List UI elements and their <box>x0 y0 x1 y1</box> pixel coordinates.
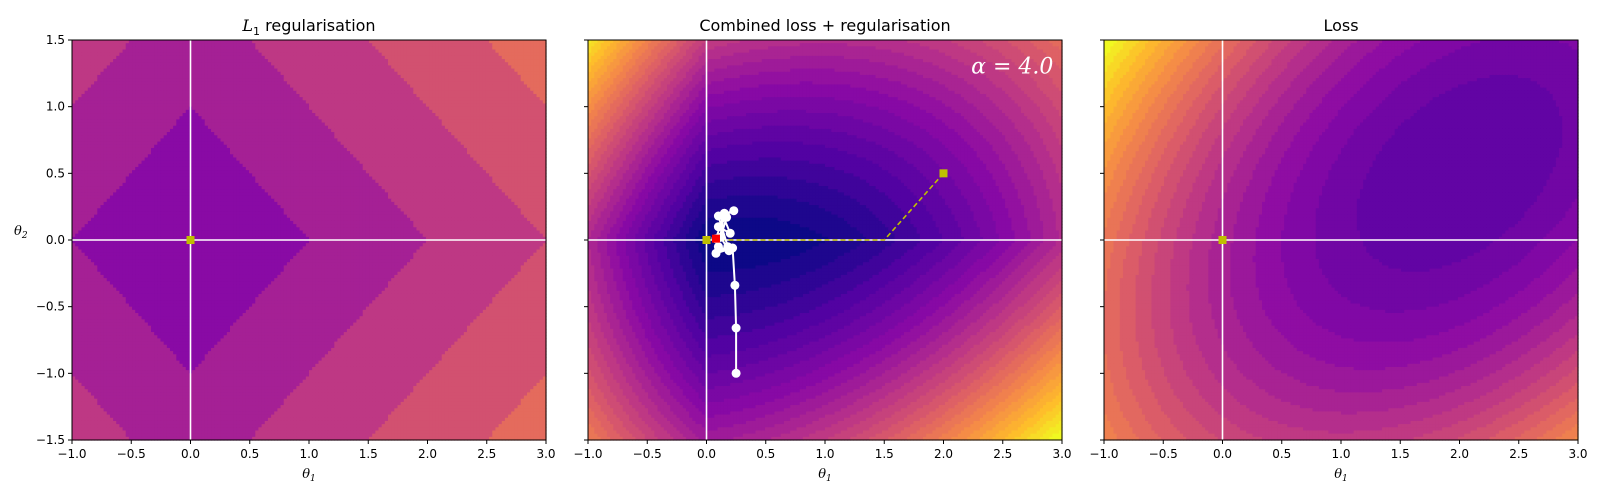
square-marker <box>1219 236 1227 244</box>
y-tick-label: 1.5 <box>46 33 65 47</box>
x-tick-label: 2.5 <box>993 447 1012 461</box>
x-axis-label: θ1 <box>302 467 316 484</box>
y-tick-label: −1.5 <box>36 433 65 447</box>
x-tick-label: −1.0 <box>57 447 86 461</box>
square-marker <box>187 236 195 244</box>
panel-title: Combined loss + regularisation <box>699 16 950 35</box>
x-tick-label: −1.0 <box>1089 447 1118 461</box>
x-axis-label: θ1 <box>818 467 832 484</box>
y-axis-label: θ2 <box>14 224 28 241</box>
path-point <box>732 324 741 333</box>
x-tick-label: 3.0 <box>1568 447 1587 461</box>
x-tick-label: 3.0 <box>536 447 555 461</box>
x-tick-label: 0.0 <box>181 447 200 461</box>
panel-l1: −1.0 −0.5 0.0 0.5 1.0 1.5 2.0 2.5 3.0−1.5−1.0−0.… <box>14 16 556 484</box>
path-point <box>726 229 735 238</box>
path-point <box>730 281 739 290</box>
x-tick-label: −0.5 <box>1149 447 1178 461</box>
path-point <box>714 222 723 231</box>
path-point <box>714 242 723 251</box>
path-point <box>720 209 729 218</box>
x-tick-label: 2.0 <box>1450 447 1469 461</box>
y-tick-label: −0.5 <box>36 300 65 314</box>
square-marker <box>703 236 711 244</box>
y-tick-label: 0.0 <box>46 233 65 247</box>
x-tick-label: 1.0 <box>815 447 834 461</box>
x-tick-label: 0.5 <box>1272 447 1291 461</box>
x-tick-label: −0.5 <box>117 447 146 461</box>
panel-title: Loss <box>1323 16 1358 35</box>
panel-title: L1 regularisation <box>241 16 375 38</box>
x-tick-label: 1.0 <box>1331 447 1350 461</box>
panel-loss: −1.0 −0.5 0.0 0.5 1.0 1.5 2.0 2.5 3.0 Loss θ1 <box>1089 16 1587 484</box>
x-tick-label: −1.0 <box>573 447 602 461</box>
x-tick-label: 0.5 <box>240 447 259 461</box>
y-tick-label: 1.0 <box>46 100 65 114</box>
x-tick-label: 1.5 <box>359 447 378 461</box>
x-tick-label: −0.5 <box>633 447 662 461</box>
x-tick-label: 2.0 <box>934 447 953 461</box>
x-tick-label: 0.0 <box>697 447 716 461</box>
square-marker <box>712 235 720 243</box>
y-tick-label: −1.0 <box>36 366 65 380</box>
path-point <box>729 206 738 215</box>
panel-combined: −1.0 −0.5 0.0 0.5 1.0 1.5 2.0 2.5 3.0 Combined lo… <box>573 16 1071 484</box>
x-tick-label: 2.5 <box>1509 447 1528 461</box>
x-tick-label: 1.0 <box>299 447 318 461</box>
path-point <box>725 246 734 255</box>
y-tick-label: 0.5 <box>46 166 65 180</box>
x-tick-label: 1.5 <box>1391 447 1410 461</box>
square-marker <box>940 169 948 177</box>
alpha-annotation: α = 4.0 <box>971 54 1053 79</box>
x-tick-label: 2.5 <box>477 447 496 461</box>
x-tick-label: 2.0 <box>418 447 437 461</box>
x-tick-label: 1.5 <box>875 447 894 461</box>
x-axis-label: θ1 <box>1334 467 1348 484</box>
x-tick-label: 3.0 <box>1052 447 1071 461</box>
x-tick-label: 0.0 <box>1213 447 1232 461</box>
x-tick-label: 0.5 <box>756 447 775 461</box>
path-point <box>732 369 741 378</box>
